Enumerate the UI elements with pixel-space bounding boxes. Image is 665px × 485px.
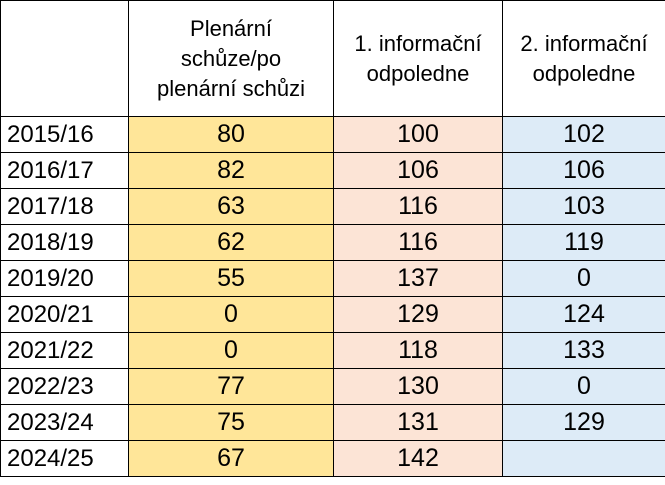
year-cell: 2021/22 xyxy=(0,332,129,369)
plenary-value: 0 xyxy=(128,296,334,333)
info-afternoon-1-value: 116 xyxy=(333,224,503,261)
table-row: 2020/21 0 129 124 xyxy=(0,296,665,333)
year-cell: 2018/19 xyxy=(0,224,129,261)
header-year-cell xyxy=(0,0,129,117)
info-afternoon-2-value: 119 xyxy=(502,224,665,261)
table-row: 2021/22 0 118 133 xyxy=(0,332,665,369)
info-afternoon-1-value: 130 xyxy=(333,368,503,405)
year-cell: 2019/20 xyxy=(0,260,129,297)
table-row: 2022/23 77 130 0 xyxy=(0,368,665,405)
info-afternoon-1-value: 106 xyxy=(333,152,503,189)
year-cell: 2023/24 xyxy=(0,404,129,441)
table-row: 2024/25 67 142 xyxy=(0,440,665,477)
info-afternoon-2-value xyxy=(502,440,665,477)
table-row: 2018/19 62 116 119 xyxy=(0,224,665,261)
header-row: Plenární schůze/po plenární schůzi 1. in… xyxy=(0,0,665,117)
info-afternoon-1-value: 131 xyxy=(333,404,503,441)
info-afternoon-2-value: 133 xyxy=(502,332,665,369)
plenary-value: 82 xyxy=(128,152,334,189)
year-cell: 2024/25 xyxy=(0,440,129,477)
table-row: 2023/24 75 131 129 xyxy=(0,404,665,441)
info-afternoon-2-value: 103 xyxy=(502,188,665,225)
info-afternoon-2-value: 124 xyxy=(502,296,665,333)
info-afternoon-1-value: 100 xyxy=(333,116,503,153)
info-afternoon-2-value: 102 xyxy=(502,116,665,153)
info-afternoon-1-value: 118 xyxy=(333,332,503,369)
plenary-value: 63 xyxy=(128,188,334,225)
header-info-afternoon-2: 2. informační odpoledne xyxy=(502,0,665,117)
year-cell: 2016/17 xyxy=(0,152,129,189)
info-afternoon-1-value: 116 xyxy=(333,188,503,225)
plenary-value: 67 xyxy=(128,440,334,477)
info-afternoon-2-value: 106 xyxy=(502,152,665,189)
plenary-value: 77 xyxy=(128,368,334,405)
year-cell: 2022/23 xyxy=(0,368,129,405)
plenary-value: 75 xyxy=(128,404,334,441)
year-cell: 2020/21 xyxy=(0,296,129,333)
plenary-value: 62 xyxy=(128,224,334,261)
info-afternoon-2-value: 0 xyxy=(502,368,665,405)
header-plenary-session-label: Plenární schůze/po plenární schůzi xyxy=(157,15,305,101)
header-plenary-session: Plenární schůze/po plenární schůzi xyxy=(128,0,334,117)
info-afternoon-1-value: 142 xyxy=(333,440,503,477)
year-cell: 2017/18 xyxy=(0,188,129,225)
table-row: 2015/16 80 100 102 xyxy=(0,116,665,153)
plenary-value: 55 xyxy=(128,260,334,297)
info-afternoon-2-value: 0 xyxy=(502,260,665,297)
info-afternoon-2-value: 129 xyxy=(502,404,665,441)
table-row: 2017/18 63 116 103 xyxy=(0,188,665,225)
plenary-value: 80 xyxy=(128,116,334,153)
plenary-value: 0 xyxy=(128,332,334,369)
table-row: 2016/17 82 106 106 xyxy=(0,152,665,189)
info-afternoon-1-value: 137 xyxy=(333,260,503,297)
header-info-afternoon-1: 1. informační odpoledne xyxy=(333,0,503,117)
table-row: 2019/20 55 137 0 xyxy=(0,260,665,297)
year-cell: 2015/16 xyxy=(0,116,129,153)
info-afternoon-1-value: 129 xyxy=(333,296,503,333)
